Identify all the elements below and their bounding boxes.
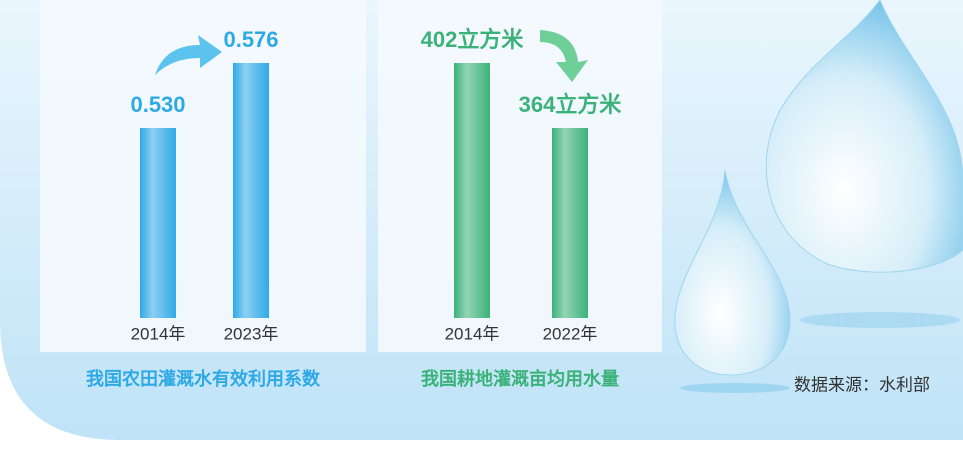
value-label: 364立方米	[519, 92, 623, 117]
x-tick-label: 2014年	[131, 324, 186, 343]
source: 数据来源：水利部	[794, 375, 930, 394]
chart-title: 我国耕地灌溉亩均用水量	[421, 368, 619, 389]
x-tick-label: 2023年	[224, 324, 279, 343]
panel	[378, 0, 662, 352]
drop-shadow	[680, 383, 790, 393]
value-label: 0.576	[223, 27, 278, 52]
bar-shine	[140, 128, 176, 318]
drop-shadow	[800, 312, 960, 328]
infographic: 数据来源：水利部 0.530 2014年 0.576 2023年我国农田灌溉水有效利用…	[0, 0, 963, 450]
value-label: 402立方米	[421, 27, 525, 52]
bar-shine	[454, 63, 490, 318]
value-label: 0.530	[130, 92, 185, 117]
bar-shine	[552, 128, 588, 318]
chart-title: 我国农田灌溉水有效利用系数	[86, 368, 321, 389]
x-tick-label: 2022年	[543, 324, 598, 343]
bar-shine	[233, 63, 269, 318]
x-tick-label: 2014年	[445, 324, 500, 343]
